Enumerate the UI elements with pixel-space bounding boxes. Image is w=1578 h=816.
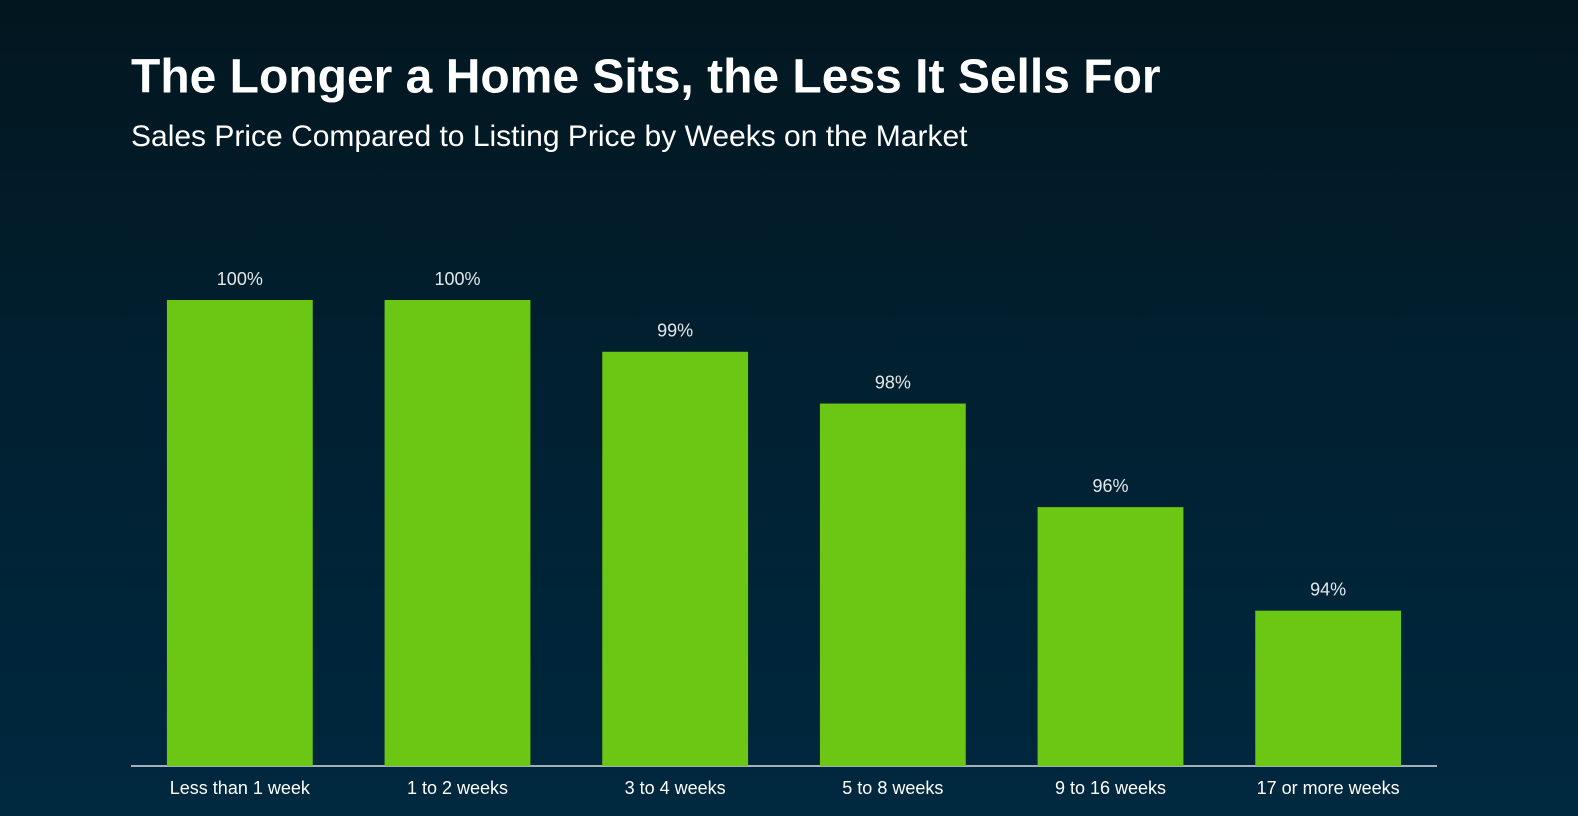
value-label: 94%: [1310, 579, 1346, 599]
x-tick-label: 5 to 8 weeks: [842, 778, 943, 798]
bar: [819, 403, 966, 766]
chart-subtitle: Sales Price Compared to Listing Price by…: [131, 120, 968, 153]
value-label: 98%: [875, 372, 911, 392]
value-label: 100%: [434, 269, 480, 289]
bar: [384, 300, 531, 766]
bar: [1037, 507, 1184, 766]
bar: [166, 300, 313, 766]
x-tick-label: 3 to 4 weeks: [625, 778, 726, 798]
x-tick-label: 9 to 16 weeks: [1055, 778, 1166, 798]
x-tick-label: 1 to 2 weeks: [407, 778, 508, 798]
x-tick-label: Less than 1 week: [170, 778, 311, 798]
value-label: 100%: [217, 269, 263, 289]
bar: [602, 351, 749, 766]
x-tick-label: 17 or more weeks: [1257, 778, 1400, 798]
chart-title: The Longer a Home Sits, the Less It Sell…: [131, 51, 1161, 104]
bar: [1255, 610, 1402, 766]
value-label: 99%: [657, 321, 693, 341]
value-label: 96%: [1092, 476, 1128, 496]
